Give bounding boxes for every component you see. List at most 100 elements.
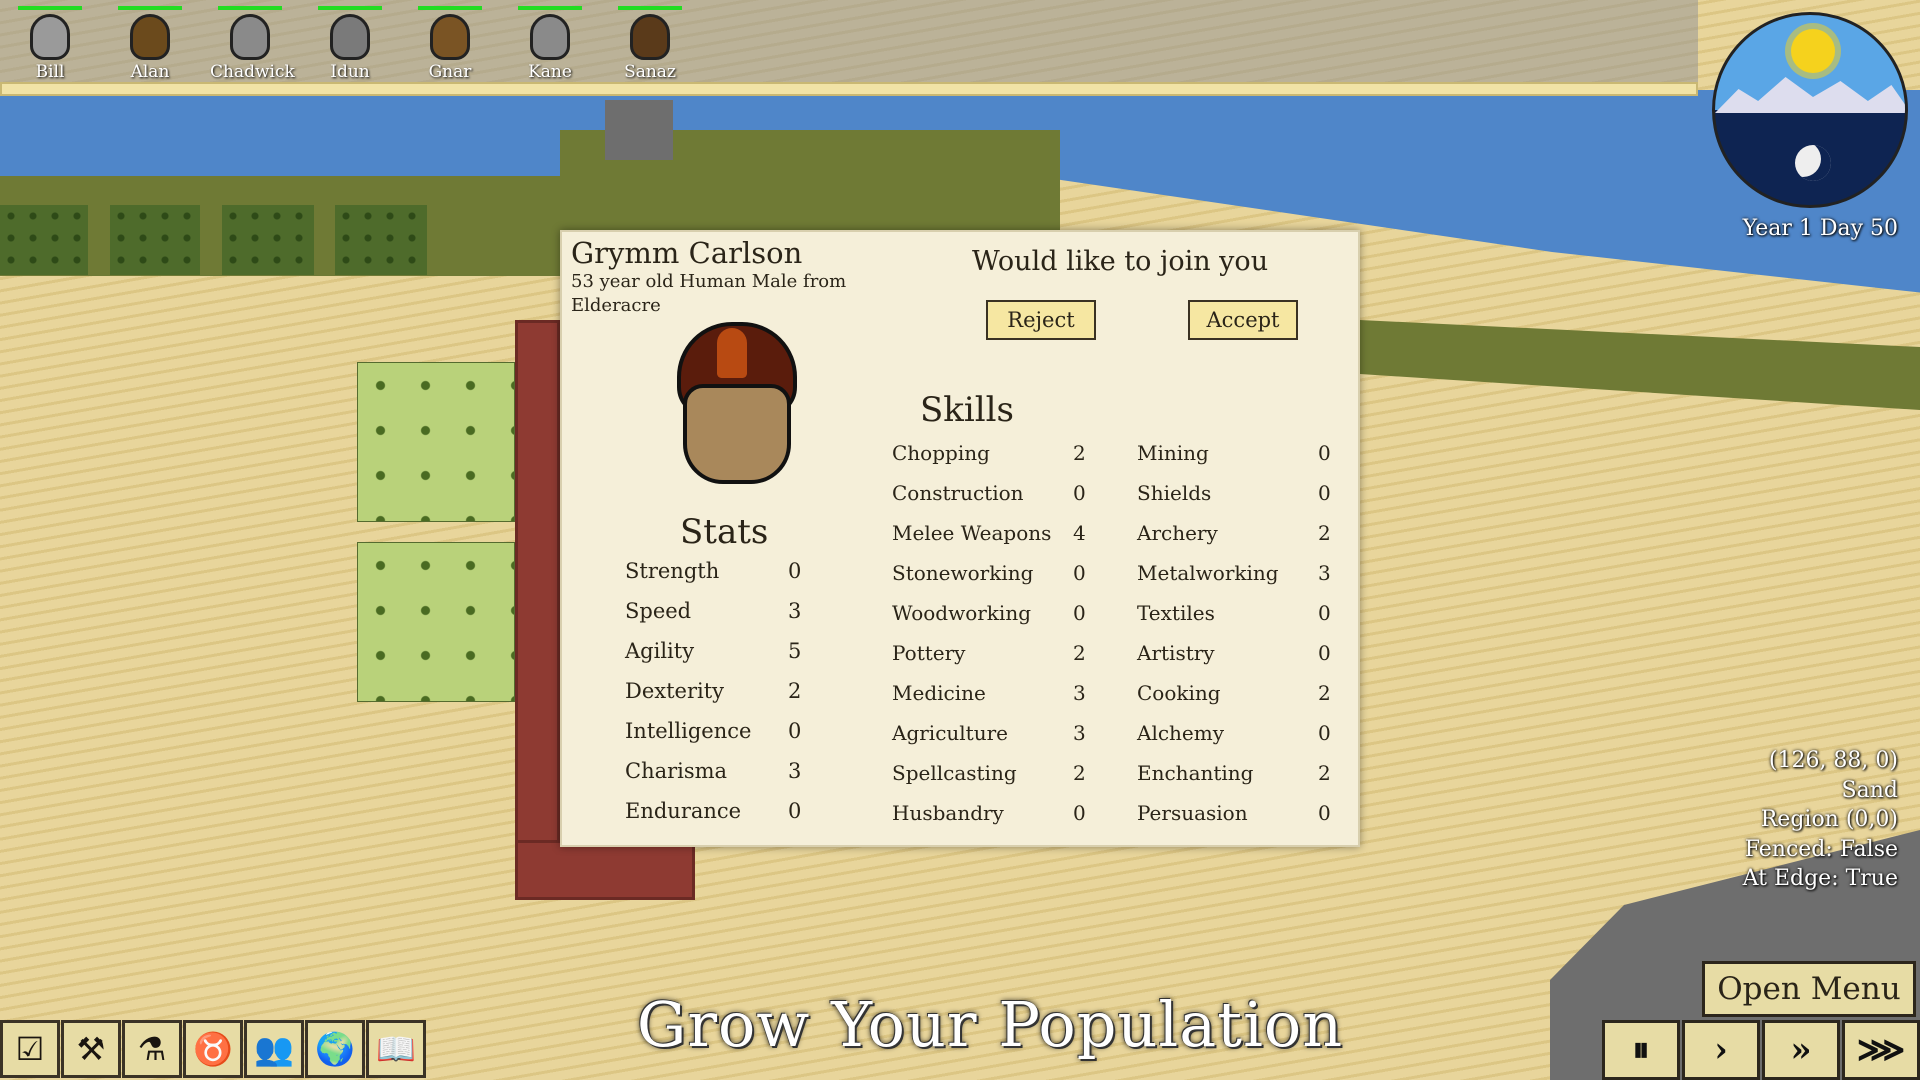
tile-info: (126, 88, 0) Sand Region (0,0) Fenced: F… bbox=[1743, 746, 1898, 894]
skill-label: Persuasion bbox=[1137, 801, 1248, 825]
skill-label: Artistry bbox=[1137, 641, 1215, 665]
skill-value: 2 bbox=[1318, 521, 1331, 545]
fast-speed-button[interactable]: » bbox=[1762, 1020, 1840, 1080]
skill-label: Husbandry bbox=[892, 801, 1004, 825]
join-prompt: Would like to join you bbox=[972, 246, 1269, 277]
helmet-icon bbox=[130, 14, 170, 60]
skill-value: 0 bbox=[1318, 721, 1331, 745]
colonist-portrait-alan[interactable]: Alan bbox=[110, 4, 190, 84]
flask-button[interactable]: ⚗ bbox=[122, 1020, 182, 1078]
skill-label: Medicine bbox=[892, 681, 986, 705]
health-bar bbox=[318, 6, 382, 10]
skill-value: 3 bbox=[1073, 681, 1086, 705]
skill-label: Melee Weapons bbox=[892, 521, 1052, 545]
reject-button[interactable]: Reject bbox=[986, 300, 1096, 340]
skill-label: Chopping bbox=[892, 441, 990, 465]
pause-speed-button[interactable]: ⏸ bbox=[1602, 1020, 1680, 1080]
colonist-name: Kane bbox=[528, 62, 572, 82]
sun-icon bbox=[1791, 29, 1835, 73]
colonist-portrait-chadwick[interactable]: Chadwick bbox=[210, 4, 295, 84]
colonist-portrait-idun[interactable]: Idun bbox=[310, 4, 390, 84]
stat-value: 3 bbox=[788, 599, 802, 623]
skill-value: 3 bbox=[1318, 561, 1331, 585]
fast-icon: » bbox=[1790, 1030, 1812, 1070]
health-bar bbox=[118, 6, 182, 10]
skill-value: 0 bbox=[1318, 641, 1331, 665]
skill-value: 2 bbox=[1073, 641, 1086, 665]
helmet-icon bbox=[330, 14, 370, 60]
globe-button[interactable]: 🌍 bbox=[305, 1020, 365, 1078]
skill-value: 0 bbox=[1318, 481, 1331, 505]
people-icon: 👥 bbox=[254, 1030, 294, 1068]
cow-icon: ♉ bbox=[193, 1030, 233, 1068]
day-night-clock bbox=[1712, 12, 1908, 208]
hammer-button[interactable]: ⚒ bbox=[61, 1020, 121, 1078]
fastest-speed-button[interactable]: ⋙ bbox=[1842, 1020, 1920, 1080]
skills-title: Skills bbox=[920, 390, 1014, 430]
play-speed-button[interactable]: › bbox=[1682, 1020, 1760, 1080]
people-button[interactable]: 👥 bbox=[244, 1020, 304, 1078]
health-bar bbox=[518, 6, 582, 10]
book-button[interactable]: 📖 bbox=[366, 1020, 426, 1078]
stat-label: Agility bbox=[625, 639, 695, 663]
skill-value: 0 bbox=[1073, 601, 1086, 625]
helmet-icon bbox=[430, 14, 470, 60]
skill-label: Agriculture bbox=[892, 721, 1008, 745]
fastest-icon: ⋙ bbox=[1856, 1030, 1906, 1070]
skill-label: Mining bbox=[1137, 441, 1209, 465]
recruit-portrait bbox=[677, 322, 797, 492]
task-list-button[interactable]: ☑ bbox=[0, 1020, 60, 1078]
colonist-portrait-bill[interactable]: Bill bbox=[10, 4, 90, 84]
stat-value: 3 bbox=[788, 759, 802, 783]
moon-icon bbox=[1795, 145, 1831, 181]
colonist-bar-divider bbox=[0, 82, 1698, 96]
stat-label: Endurance bbox=[625, 799, 742, 823]
skill-value: 2 bbox=[1318, 681, 1331, 705]
colonist-portrait-kane[interactable]: Kane bbox=[510, 4, 590, 84]
skill-label: Cooking bbox=[1137, 681, 1221, 705]
skill-label: Alchemy bbox=[1137, 721, 1225, 745]
skill-value: 0 bbox=[1318, 801, 1331, 825]
recruit-dialog: Grymm Carlson 53 year old Human Male fro… bbox=[560, 230, 1360, 847]
helmet-icon bbox=[230, 14, 270, 60]
stats-title: Stats bbox=[680, 512, 769, 552]
stat-value: 2 bbox=[788, 679, 802, 703]
colonist-portrait-gnar[interactable]: Gnar bbox=[410, 4, 490, 84]
pause-icon: ⏸ bbox=[1632, 1030, 1650, 1070]
health-bar bbox=[18, 6, 82, 10]
recruit-name: Grymm Carlson bbox=[571, 236, 803, 270]
skill-label: Enchanting bbox=[1137, 761, 1254, 785]
book-icon: 📖 bbox=[376, 1030, 416, 1068]
skill-value: 0 bbox=[1318, 601, 1331, 625]
skill-label: Metalworking bbox=[1137, 561, 1279, 585]
stat-value: 0 bbox=[788, 799, 802, 823]
skill-value: 0 bbox=[1318, 441, 1331, 465]
skill-label: Woodworking bbox=[892, 601, 1032, 625]
tile-fenced: Fenced: False bbox=[1744, 836, 1898, 862]
skill-label: Stoneworking bbox=[892, 561, 1034, 585]
stat-value: 5 bbox=[788, 639, 802, 663]
stat-label: Strength bbox=[625, 559, 720, 583]
tile-coordinates: (126, 88, 0) bbox=[1768, 748, 1898, 773]
stat-value: 0 bbox=[788, 559, 802, 583]
date-label: Year 1 Day 50 bbox=[1742, 216, 1898, 241]
recruit-description: 53 year old Human Male from Elderacre bbox=[571, 271, 847, 316]
health-bar bbox=[618, 6, 682, 10]
skill-label: Construction bbox=[892, 481, 1024, 505]
helmet-icon bbox=[630, 14, 670, 60]
stat-label: Speed bbox=[625, 599, 692, 623]
globe-icon: 🌍 bbox=[315, 1030, 355, 1068]
skill-value: 0 bbox=[1073, 561, 1086, 585]
caption: Grow Your Population bbox=[636, 988, 1344, 1061]
skill-label: Archery bbox=[1137, 521, 1218, 545]
accept-button[interactable]: Accept bbox=[1188, 300, 1298, 340]
open-menu-button[interactable]: Open Menu bbox=[1702, 961, 1916, 1017]
flask-icon: ⚗ bbox=[137, 1030, 167, 1068]
helmet-icon bbox=[30, 14, 70, 60]
colonist-portrait-sanaz[interactable]: Sanaz bbox=[610, 4, 690, 84]
skill-value: 2 bbox=[1073, 761, 1086, 785]
stat-label: Dexterity bbox=[625, 679, 725, 703]
colonist-name: Alan bbox=[130, 62, 170, 82]
cow-button[interactable]: ♉ bbox=[183, 1020, 243, 1078]
skill-label: Textiles bbox=[1137, 601, 1215, 625]
